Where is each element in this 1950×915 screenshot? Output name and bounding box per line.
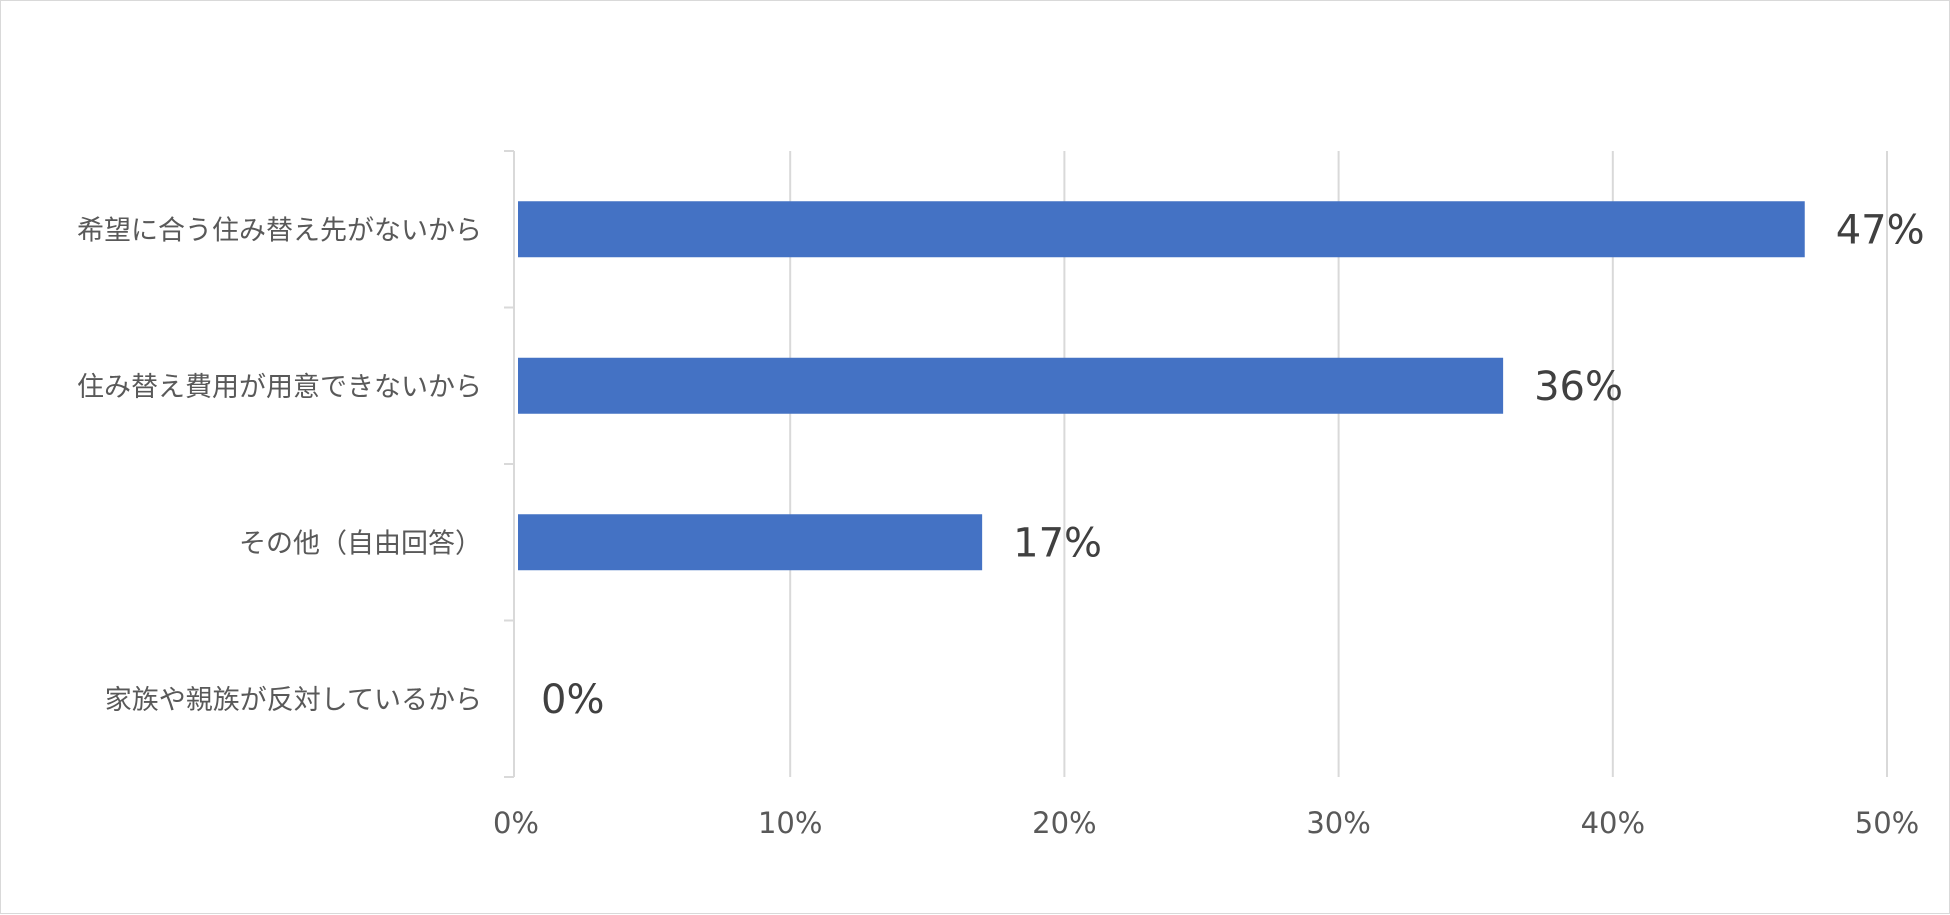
x-tick-label: 20% [1032, 806, 1096, 840]
category-label: 住み替え費用が用意できないから [77, 372, 482, 403]
x-tick-label: 0% [493, 806, 539, 840]
x-tick-label: 50% [1855, 806, 1919, 840]
bars [518, 201, 1805, 571]
data-label: 36% [1534, 364, 1623, 410]
category-axis [504, 150, 515, 778]
bar [518, 357, 1504, 414]
data-label: 0% [541, 677, 604, 723]
bar [518, 514, 983, 571]
x-tick-label: 40% [1581, 806, 1645, 840]
x-tick-labels: 0% 10% 20% 30% 40% 50% [493, 806, 1919, 840]
x-tick-label: 30% [1306, 806, 1370, 840]
data-label: 47% [1836, 207, 1925, 253]
bar [518, 201, 1805, 258]
category-label: その他（自由回答） [239, 528, 482, 559]
data-labels: 47% 36% 17% 0% [541, 207, 1925, 723]
category-label: 希望に合う住み替え先がないから [77, 215, 482, 246]
x-tick-label: 10% [758, 806, 822, 840]
category-label: 家族や親族が反対しているから [105, 685, 482, 716]
data-label: 17% [1013, 520, 1102, 566]
